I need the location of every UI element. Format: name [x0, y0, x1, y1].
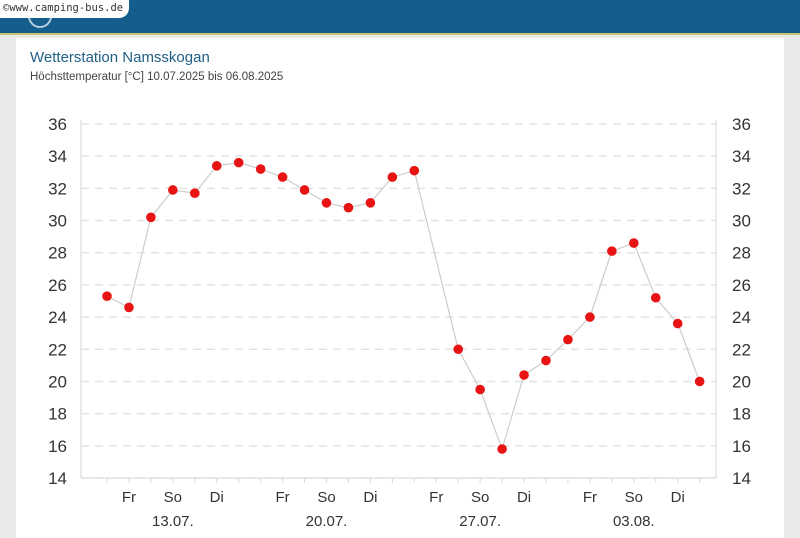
data-point — [475, 384, 485, 395]
y-tick-label-left: 34 — [48, 147, 67, 166]
data-point — [629, 238, 639, 248]
data-point — [453, 344, 464, 355]
y-tick-label-right: 24 — [732, 308, 751, 327]
data-point — [277, 172, 288, 182]
data-point — [650, 292, 661, 303]
data-point — [146, 212, 156, 223]
header-bar — [0, 0, 800, 33]
x-day-label: So — [625, 489, 643, 506]
y-tick-label-left: 26 — [48, 276, 67, 295]
x-date-label: 13.07. — [152, 513, 194, 530]
x-day-label: So — [164, 489, 182, 506]
chart-card — [16, 38, 784, 538]
header-accent-line — [0, 33, 800, 35]
data-point — [694, 376, 705, 387]
data-point — [409, 165, 420, 176]
data-point — [343, 202, 354, 213]
data-point — [168, 185, 178, 195]
x-day-label: So — [317, 489, 335, 506]
y-tick-label-right: 30 — [732, 212, 751, 231]
y-tick-label-left: 18 — [48, 405, 67, 424]
y-tick-label-right: 16 — [732, 437, 751, 456]
x-day-label: Di — [517, 489, 531, 506]
x-day-label: Fr — [276, 489, 290, 506]
data-point — [255, 164, 266, 174]
data-point — [563, 334, 573, 345]
y-tick-label-left: 28 — [48, 244, 67, 263]
data-point — [497, 444, 507, 454]
x-day-label: Di — [363, 489, 377, 506]
y-tick-label-left: 16 — [48, 437, 67, 456]
watermark: ©www.camping-bus.de — [0, 0, 130, 18]
x-date-label: 20.07. — [306, 513, 348, 530]
y-tick-label-right: 34 — [732, 147, 751, 166]
data-point — [299, 185, 310, 195]
x-day-label: Fr — [122, 489, 136, 506]
series-line — [106, 161, 701, 451]
data-point — [365, 198, 376, 208]
data-point — [321, 198, 332, 208]
data-point — [190, 188, 200, 198]
y-tick-label-right: 32 — [732, 179, 751, 198]
y-tick-label-right: 26 — [732, 276, 751, 295]
y-tick-label-left: 22 — [48, 340, 67, 359]
x-day-label: So — [471, 489, 489, 506]
y-tick-label-right: 22 — [732, 340, 751, 359]
data-point — [607, 246, 617, 256]
y-tick-label-left: 24 — [48, 308, 67, 327]
y-tick-label-right: 36 — [732, 115, 751, 134]
y-tick-label-right: 14 — [732, 469, 751, 488]
data-point — [519, 370, 529, 380]
y-tick-label-right: 28 — [732, 244, 751, 263]
data-point — [387, 172, 398, 182]
panel-subtitle: Höchsttemperatur [°C] 10.07.2025 bis 06.… — [30, 71, 284, 83]
data-point — [124, 302, 134, 313]
panel-title: Wetterstation Namsskogan — [30, 49, 210, 66]
y-tick-label-left: 14 — [48, 469, 67, 488]
data-point — [211, 161, 222, 171]
x-day-label: Di — [671, 489, 685, 506]
data-point — [585, 312, 595, 322]
y-tick-label-left: 30 — [48, 212, 67, 231]
x-day-label: Fr — [583, 489, 597, 506]
y-tick-label-right: 18 — [732, 405, 751, 424]
data-point — [233, 157, 244, 168]
y-tick-label-right: 20 — [732, 372, 751, 391]
x-date-label: 27.07. — [459, 513, 501, 530]
data-point — [541, 355, 551, 366]
data-point — [672, 318, 683, 329]
x-date-label: 03.08. — [613, 513, 655, 530]
y-tick-label-left: 32 — [48, 179, 67, 198]
x-day-label: Di — [210, 489, 224, 506]
data-point — [102, 291, 112, 301]
y-tick-label-left: 36 — [48, 115, 67, 134]
y-tick-label-left: 20 — [48, 372, 67, 391]
x-day-label: Fr — [429, 489, 443, 506]
